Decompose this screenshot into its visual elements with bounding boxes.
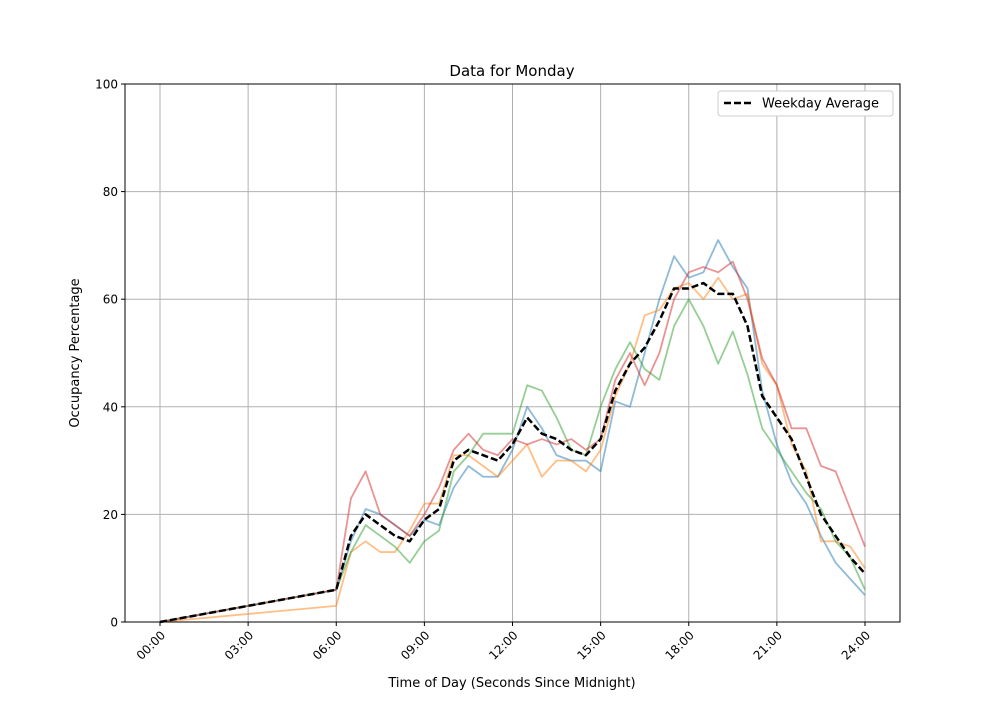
y-tick-label: 60 bbox=[103, 293, 118, 307]
series-line-4 bbox=[159, 260, 866, 623]
x-axis-label: Time of Day (Seconds Since Midnight) bbox=[387, 676, 635, 691]
y-axis: 0 20 40 60 80 100 bbox=[95, 78, 125, 630]
series-line-weekday-average bbox=[159, 281, 866, 624]
y-tick-label: 0 bbox=[110, 616, 118, 630]
x-tick-label: 00:00 bbox=[134, 628, 168, 662]
y-axis-label: Occupancy Percentage bbox=[68, 278, 83, 427]
legend: Weekday Average bbox=[717, 90, 894, 117]
x-tick-label: 18:00 bbox=[663, 628, 697, 662]
x-tick-label: 03:00 bbox=[222, 628, 256, 662]
x-tick-label: 06:00 bbox=[310, 628, 344, 662]
chart-title: Data for Monday bbox=[449, 62, 574, 80]
x-axis: 00:00 03:00 06:00 09:00 12:00 15:00 18:00 21:00… bbox=[134, 622, 873, 663]
series-line-3 bbox=[159, 298, 866, 623]
y-tick-label: 20 bbox=[103, 508, 118, 522]
x-tick-label: 24:00 bbox=[839, 628, 873, 662]
x-tick-label: 21:00 bbox=[751, 628, 785, 662]
y-tick-label: 40 bbox=[103, 400, 118, 414]
grid bbox=[125, 83, 900, 623]
y-tick-label: 100 bbox=[95, 78, 118, 92]
legend-box bbox=[717, 90, 894, 117]
x-tick-label: 09:00 bbox=[398, 628, 432, 662]
x-tick-label: 15:00 bbox=[574, 628, 608, 662]
y-tick-label: 80 bbox=[103, 185, 118, 199]
legend-label-weekday-average: Weekday Average bbox=[762, 97, 879, 112]
x-tick-label: 12:00 bbox=[486, 628, 520, 662]
series-lines bbox=[159, 239, 866, 624]
